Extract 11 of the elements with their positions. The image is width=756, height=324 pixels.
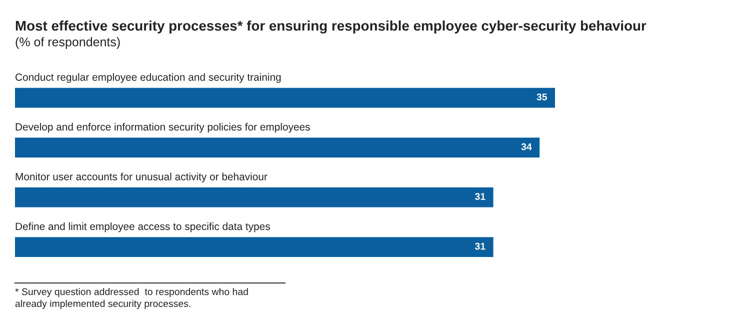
y-tick-label: Conduct regular employee education and security training: [16, 73, 281, 83]
y-tick-label: Develop and enforce information security policies for employees: [16, 122, 310, 133]
y-tick-label: Monitor user accounts for unusual activity or behaviour: [16, 172, 268, 182]
data-label: 34: [521, 143, 532, 150]
data-label: 31: [474, 193, 486, 200]
y-tick-label: Define and limit employee access to specific data types: [16, 222, 270, 232]
data-label: 35: [536, 94, 548, 100]
chart-title: Most effective security processes* for ensuring responsible employee cyber-security behaviour: [16, 20, 646, 34]
text: * Survey question addressed to respondents who had already implemented security processes.: [15, 288, 248, 309]
data-label: 31: [474, 242, 486, 250]
chart-subtitle: (% of respondents): [16, 37, 120, 49]
